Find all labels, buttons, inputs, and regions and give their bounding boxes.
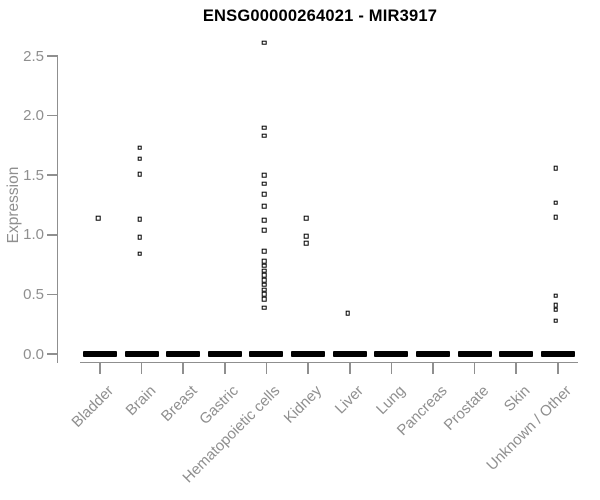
data-point [553, 293, 559, 298]
zero-expression-cluster [207, 351, 242, 357]
y-tick-mark [47, 293, 57, 296]
data-point [262, 203, 267, 209]
data-point [137, 217, 142, 222]
data-point [553, 318, 559, 323]
data-point [262, 292, 267, 297]
y-tick-label: 2.0 [23, 107, 44, 125]
y-tick-label: 0.0 [23, 345, 44, 363]
x-tick-mark [557, 362, 559, 374]
data-point [262, 40, 267, 46]
data-point [262, 305, 267, 310]
x-tick-label: Skin [500, 382, 534, 415]
data-point [303, 233, 309, 239]
data-point [553, 200, 559, 205]
data-point [345, 311, 351, 316]
data-point [553, 307, 559, 313]
x-tick-mark [182, 362, 185, 374]
data-point [262, 218, 267, 223]
data-point [262, 263, 267, 269]
x-tick-mark [265, 362, 268, 374]
y-tick-mark [47, 353, 57, 355]
zero-expression-cluster [124, 351, 159, 357]
x-tick-mark [473, 362, 476, 374]
zero-expression-cluster [166, 351, 201, 357]
data-point [262, 258, 267, 264]
y-tick-mark [47, 174, 57, 176]
chart-title: ENSG00000264021 - MIR3917 [202, 7, 438, 25]
x-tick-label: Lung [373, 382, 409, 418]
data-point [262, 287, 267, 292]
x-tick-mark [99, 362, 101, 374]
y-tick-label: 1.5 [23, 166, 44, 184]
x-axis-line [80, 361, 578, 364]
zero-expression-cluster [540, 351, 575, 357]
x-tick-label: Liver [332, 382, 368, 418]
data-point [137, 145, 142, 151]
y-tick-mark [47, 114, 57, 117]
data-point [137, 156, 142, 161]
data-point [137, 251, 142, 257]
zero-expression-cluster [249, 351, 284, 357]
y-tick-label: 2.5 [23, 47, 44, 65]
zero-expression-cluster [374, 351, 409, 357]
data-point [262, 277, 267, 283]
data-point [262, 268, 267, 273]
data-point [262, 133, 267, 139]
x-tick-mark [515, 362, 517, 374]
zero-expression-cluster [291, 351, 326, 357]
data-point [137, 234, 142, 240]
data-point [262, 296, 267, 302]
data-point [262, 125, 267, 130]
data-point [137, 171, 142, 177]
x-tick-label: Breast [157, 382, 201, 425]
data-point [303, 240, 309, 246]
x-tick-mark [224, 362, 226, 374]
x-tick-label: Brain [122, 382, 159, 420]
zero-expression-cluster [415, 351, 450, 357]
x-tick-label: Kidney [280, 382, 326, 427]
data-point [262, 282, 267, 288]
x-tick-mark [140, 362, 143, 374]
x-tick-label: Bladder [68, 382, 118, 431]
data-point [303, 215, 309, 221]
data-point [262, 181, 267, 186]
zero-expression-cluster [499, 351, 534, 357]
data-point [262, 273, 267, 278]
data-point [262, 227, 267, 233]
y-tick-label: 0.5 [23, 285, 44, 303]
y-axis-line [56, 55, 59, 363]
zero-expression-cluster [83, 351, 117, 357]
y-tick-mark [47, 55, 57, 57]
x-tick-mark [307, 362, 309, 374]
zero-expression-cluster [457, 351, 492, 357]
data-point [95, 215, 101, 221]
zero-expression-cluster [332, 351, 367, 357]
x-tick-mark [390, 362, 393, 374]
data-point [553, 302, 559, 308]
data-point [553, 214, 559, 220]
x-tick-mark [432, 362, 434, 374]
y-tick-mark [47, 234, 57, 236]
data-point [553, 165, 559, 171]
x-tick-mark [348, 362, 351, 374]
data-point [262, 249, 267, 254]
x-tick-label: Prostate [440, 382, 492, 434]
data-point [262, 191, 267, 197]
data-point [262, 172, 267, 178]
y-tick-label: 1.0 [23, 226, 44, 244]
